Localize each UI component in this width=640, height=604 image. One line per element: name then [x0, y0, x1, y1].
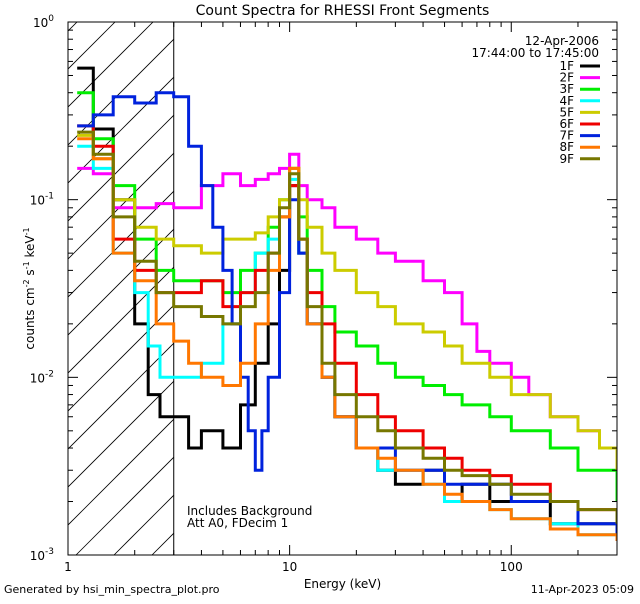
- hatch-line: [68, 152, 174, 260]
- y-axis-label-part: -2: [22, 279, 31, 287]
- y-tick-exponent: -2: [45, 369, 54, 379]
- plot-frame: [67, 21, 618, 556]
- y-tick-label: 10-2: [30, 369, 54, 385]
- hatch-line: [75, 456, 174, 555]
- hatch-line: [532, 0, 640, 555]
- hatch-line: [304, 0, 640, 555]
- hatch-line: [418, 0, 640, 555]
- hatch-line: [68, 38, 174, 146]
- series-line-9F: [77, 130, 617, 524]
- hatch-line: [68, 380, 174, 488]
- hatched-region: [0, 0, 640, 555]
- hatch-line: [68, 76, 174, 184]
- y-axis-label-part: s: [23, 269, 37, 279]
- hatch-line: [0, 0, 106, 555]
- x-tick-label: 10: [282, 560, 297, 574]
- hatch-line: [68, 22, 78, 32]
- hatch-line: [68, 22, 154, 108]
- series-line-7F: [77, 91, 617, 541]
- hatch-line: [570, 0, 640, 555]
- x-tick-label: 1: [64, 560, 72, 574]
- legend-label-7F: 7F: [559, 129, 574, 143]
- y-tick-exponent: -3: [45, 547, 54, 557]
- hatch-line: [68, 418, 174, 526]
- hatch-line: [380, 0, 640, 555]
- y-tick-exponent: -1: [45, 192, 54, 202]
- legend-label-4F: 4F: [559, 94, 574, 108]
- y-tick-label: 10-3: [30, 547, 54, 563]
- footer-generated-by: Generated by hsi_min_spectra_plot.pro: [4, 583, 220, 596]
- footer-timestamp: 11-Apr-2023 05:09: [530, 583, 634, 596]
- legend-label-2F: 2F: [559, 71, 574, 85]
- hatch-line: [68, 266, 174, 374]
- series-line-4F: [77, 144, 617, 541]
- y-axis-label-part: -1: [22, 261, 31, 269]
- chart-title: Count Spectra for RHESSI Front Segments: [196, 3, 490, 19]
- legend-label-3F: 3F: [559, 82, 574, 96]
- hatch-line: [68, 190, 174, 298]
- x-axis-label: Energy (keV): [304, 577, 381, 591]
- annotation-line: Att A0, FDecim 1: [187, 516, 288, 530]
- hatch-line: [68, 114, 174, 222]
- y-axis-label-part: counts cm: [23, 287, 37, 349]
- hatch-line: [68, 22, 116, 70]
- legend-label-8F: 8F: [559, 140, 574, 154]
- y-axis-label: counts cm-2 s-1 keV-1: [22, 227, 37, 349]
- hatch-line: [456, 0, 640, 555]
- series-group: [77, 66, 617, 541]
- time-range-text: 17:44:00 to 17:45:00: [472, 46, 599, 60]
- annotation-line: Includes Background: [187, 504, 312, 518]
- y-tick-exponent: 0: [48, 14, 54, 24]
- series-line-5F: [77, 133, 617, 471]
- series-line-1F: [77, 66, 617, 541]
- legend-label-5F: 5F: [559, 105, 574, 119]
- y-tick-label: 100: [33, 14, 54, 30]
- date-text: 12-Apr-2006: [525, 34, 599, 48]
- x-tick-label: 100: [500, 560, 523, 574]
- legend-label-9F: 9F: [559, 152, 574, 166]
- y-tick-label: 10-1: [30, 192, 54, 208]
- legend-label-1F: 1F: [559, 59, 574, 73]
- hatch-line: [68, 228, 174, 336]
- legend-label-6F: 6F: [559, 117, 574, 131]
- series-line-3F: [77, 91, 617, 502]
- y-axis-label-part: keV: [23, 235, 37, 262]
- hatch-line: [608, 0, 640, 555]
- series-line-8F: [77, 137, 617, 541]
- series-line-2F: [77, 152, 617, 471]
- y-axis-label-part: -1: [22, 227, 31, 235]
- hatch-lines: [0, 0, 640, 555]
